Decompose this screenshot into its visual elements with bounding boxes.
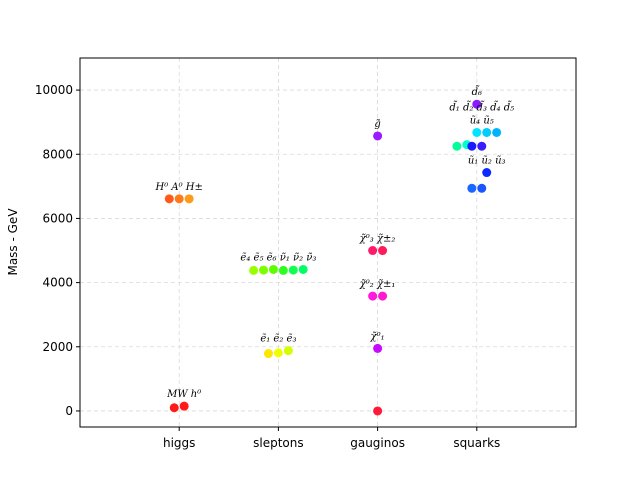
- point-label: χ̃⁰₂ χ̃±₁: [359, 279, 396, 290]
- data-point: [283, 346, 293, 356]
- data-point: [259, 265, 269, 275]
- data-point: [368, 291, 378, 301]
- x-tick-label-gauginos: gauginos: [350, 436, 405, 450]
- data-point: [179, 401, 189, 411]
- point-label: ẽ₁ ẽ₂ ẽ₃: [260, 334, 296, 345]
- data-point: [174, 194, 184, 204]
- points-layer: [164, 99, 502, 416]
- data-point: [278, 265, 288, 275]
- data-point: [482, 168, 492, 178]
- data-point: [492, 127, 502, 137]
- y-tick-label: 8000: [42, 147, 73, 161]
- point-label: ẽ₄ ẽ₅ ẽ₆ ν̃₁ ν̃₂ ν̃₃: [240, 252, 316, 263]
- data-point: [249, 265, 259, 275]
- x-tick-label-sleptons: sleptons: [253, 436, 304, 450]
- data-point: [263, 349, 273, 359]
- y-tick-label: 4000: [42, 276, 73, 290]
- data-point: [373, 343, 383, 353]
- point-label: ũ₁ ũ₂ ũ₃: [468, 156, 506, 167]
- data-point: [477, 183, 487, 193]
- y-axis-label: Mass - GeV: [6, 208, 20, 276]
- data-point: [169, 403, 179, 413]
- labels-layer: MW h⁰ H⁰ A⁰ H± ẽ₁ ẽ₂ ẽ₃ ẽ₄ ẽ₅ ẽ₆ ν̃₁ ν̃₂ ν̃…: [154, 85, 514, 400]
- data-point: [373, 131, 383, 141]
- data-point: [184, 194, 194, 204]
- point-label: H⁰ A⁰ H±: [154, 182, 202, 193]
- data-point: [472, 99, 482, 109]
- point-label: χ̃⁰₁: [370, 331, 385, 342]
- grid-layer: [80, 58, 576, 427]
- data-point: [164, 194, 174, 204]
- data-point: [373, 406, 383, 416]
- x-tick-label-higgs: higgs: [163, 436, 195, 450]
- data-point: [378, 246, 388, 256]
- data-point: [472, 127, 482, 137]
- y-tick-label: 0: [65, 404, 73, 418]
- data-point: [288, 265, 298, 275]
- point-label: ũ₄ ũ₅: [470, 115, 494, 126]
- data-point: [467, 183, 477, 193]
- data-point: [452, 141, 462, 151]
- y-tick-label: 10000: [35, 83, 73, 97]
- point-label: d̃₆: [472, 85, 482, 98]
- plot-frame: [79, 57, 577, 428]
- data-point: [268, 264, 278, 274]
- data-point: [477, 141, 487, 151]
- x-tick-label-squarks: squarks: [453, 436, 500, 450]
- point-label: MW h⁰: [166, 389, 201, 400]
- point-label: d̃₁ d̃₂ d̃₃ d̃₄ d̃₅: [449, 100, 514, 113]
- y-tick-label: 6000: [42, 211, 73, 225]
- ticks-layer: 0 2000 4000 6000 8000 10000 higgs sleptons gaugi…: [35, 83, 500, 450]
- data-point: [298, 264, 308, 274]
- point-label: χ̃⁰₃ χ̃±₂: [359, 234, 396, 245]
- point-label: g̃: [374, 119, 380, 130]
- data-point: [368, 246, 378, 256]
- data-point: [482, 127, 492, 137]
- y-tick-label: 2000: [42, 340, 73, 354]
- data-point: [467, 141, 477, 151]
- data-point: [378, 291, 388, 301]
- data-point: [273, 348, 283, 358]
